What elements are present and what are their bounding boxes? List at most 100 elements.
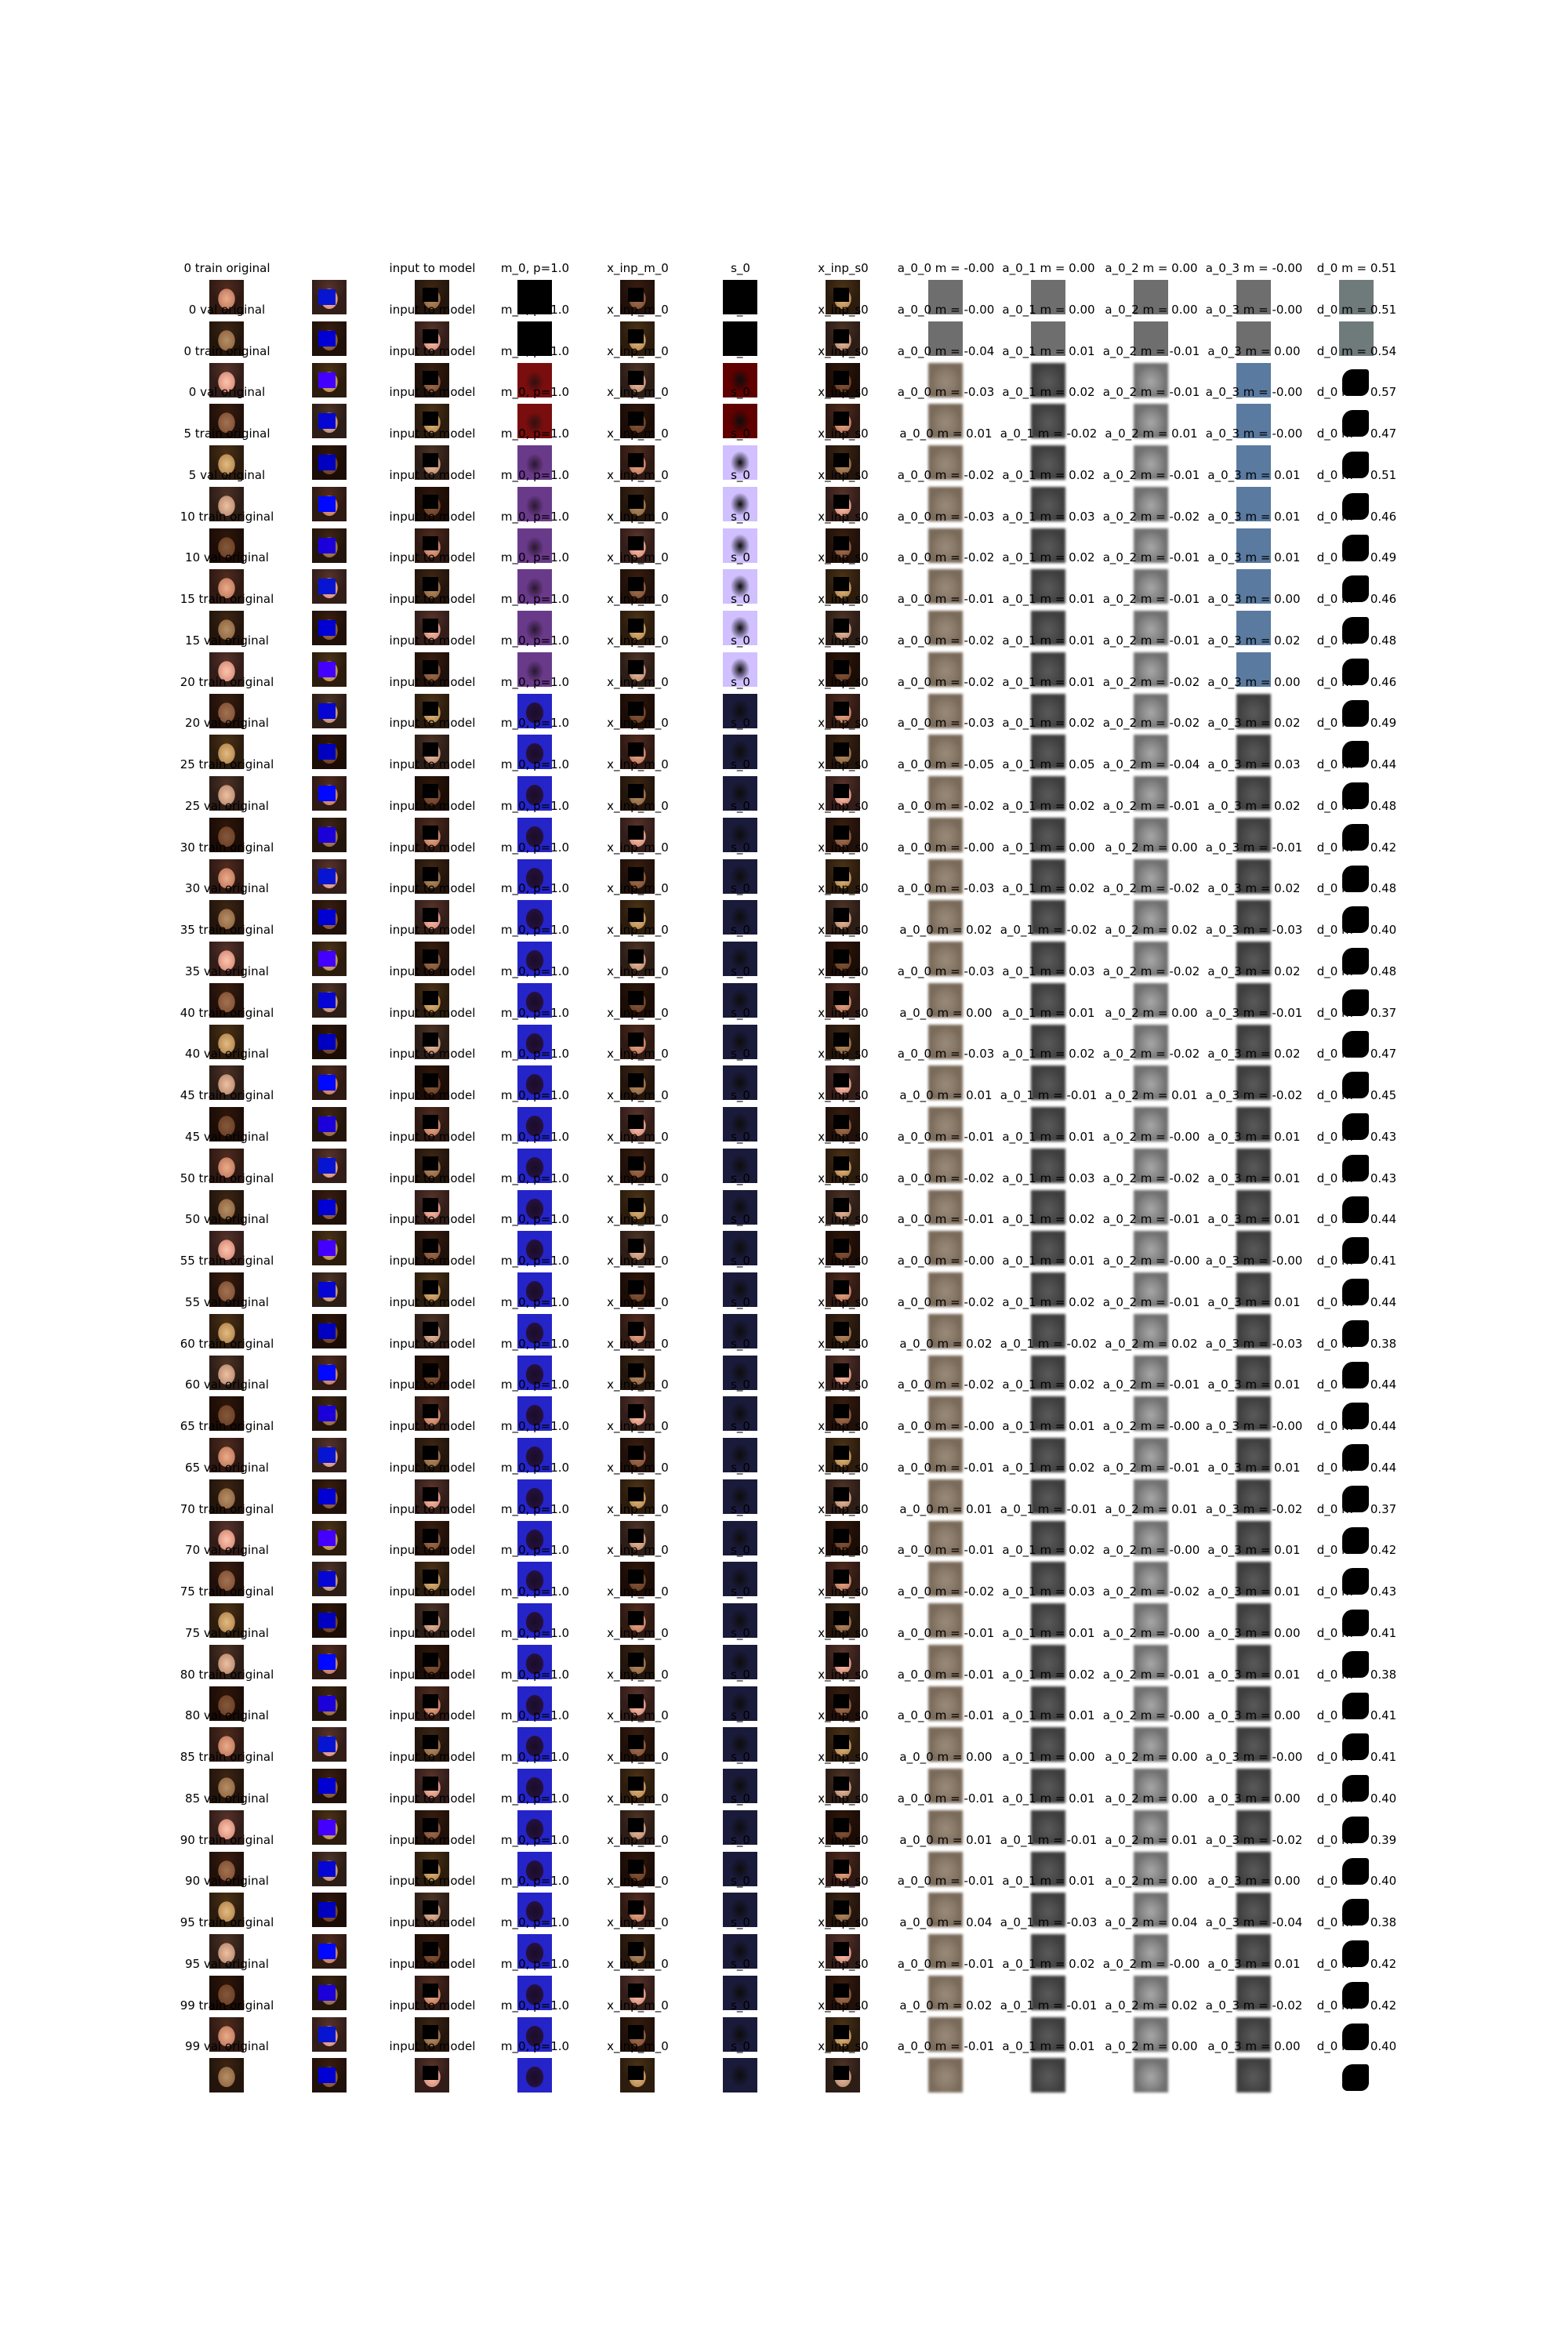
d-0-label: d_0 m = 0.54 xyxy=(1316,343,1397,358)
a-0-3-thumbnail xyxy=(1236,817,1271,852)
a-0-3-label: a_0_3 m = 0.00 xyxy=(1207,343,1301,358)
grid-cell-a-0-3: a_0_3 m = 0.01 xyxy=(1203,1668,1305,1721)
grid-cell-original: 75 train original xyxy=(176,1585,278,1638)
d-0-thumbnail xyxy=(1339,611,1374,645)
grid-cell-masked xyxy=(278,1047,381,1101)
grid-cell-masked xyxy=(278,800,381,852)
x-inp-m-0-thumbnail xyxy=(620,1769,655,1803)
x-inp-m-0-thumbnail xyxy=(620,1396,655,1432)
x-inp-s0-label: x_inp_s0 xyxy=(818,1501,869,1516)
a-0-2-label: a_0_2 m = -0.02 xyxy=(1102,964,1200,978)
a-0-1-thumbnail xyxy=(1031,445,1065,480)
input-to-model-thumbnail xyxy=(415,1065,449,1101)
grid-cell-a-0-3: a_0_3 m = 0.00 xyxy=(1203,2040,1305,2093)
grid-cell-masked xyxy=(278,676,381,728)
a-0-2-thumbnail xyxy=(1134,2016,1168,2052)
m-0-label: m_0, p=1.0 xyxy=(500,881,570,896)
grid-cell-d-0: d_0 m = 0.44 xyxy=(1305,1212,1408,1266)
input-to-model-label: input to model xyxy=(389,1254,476,1268)
grid-cell-original: 95 val original xyxy=(176,1958,278,2010)
input-to-model-label: input to model xyxy=(389,1791,476,1806)
d-0-label: d_0 m = 0.44 xyxy=(1316,1377,1397,1392)
a-0-1-label: a_0_1 m = 0.03 xyxy=(1002,509,1095,524)
a-0-0-thumbnail xyxy=(928,1438,963,1472)
s-0-thumbnail xyxy=(723,528,757,563)
grid-cell-a-0-0: a_0_0 m = 0.00 xyxy=(895,1007,997,1059)
x-inp-s0-label: x_inp_s0 xyxy=(818,1460,869,1475)
a-0-3-label: a_0_3 m = -0.03 xyxy=(1205,923,1303,937)
grid-cell-original: 99 train original xyxy=(176,1999,278,2052)
original-label: 80 train original xyxy=(180,1667,274,1682)
x-inp-m-0-label: x_inp_m_0 xyxy=(607,1874,669,1889)
grid-cell-s-0: s_0 xyxy=(689,1254,792,1307)
a-0-2-thumbnail xyxy=(1134,362,1168,397)
grid-cell-blank xyxy=(1408,882,1511,924)
m-0-label: m_0, p=1.0 xyxy=(500,1254,570,1268)
grid-cell-a-0-3: a_0_3 m = 0.01 xyxy=(1203,1172,1305,1225)
grid-cell-a-0-2: a_0_2 m = -0.02 xyxy=(1100,676,1203,728)
a-0-3-thumbnail xyxy=(1236,611,1271,645)
grid-cell-original: 45 train original xyxy=(176,1088,278,1142)
a-0-2-thumbnail xyxy=(1134,1809,1168,1845)
a-0-2-thumbnail xyxy=(1134,693,1168,728)
d-0-label: d_0 m = 0.38 xyxy=(1316,1336,1397,1351)
d-0-thumbnail xyxy=(1339,817,1374,852)
s-0-thumbnail xyxy=(723,1769,757,1803)
d-0-label: d_0 m = 0.41 xyxy=(1316,1254,1397,1268)
s-0-thumbnail xyxy=(723,1809,757,1845)
m-0-thumbnail xyxy=(517,528,552,563)
grid-cell-masked xyxy=(278,551,381,604)
x-inp-s0-thumbnail xyxy=(826,486,860,521)
x-inp-m-0-thumbnail xyxy=(620,1024,655,1059)
grid-cell-a-0-1: a_0_1 m = -0.03 xyxy=(997,1916,1100,1969)
m-0-label: m_0, p=1.0 xyxy=(500,1998,570,2013)
d-0-label: d_0 m = 0.40 xyxy=(1316,1791,1397,1806)
a-0-1-thumbnail xyxy=(1031,858,1065,894)
d-0-label: d_0 m = 0.46 xyxy=(1316,509,1397,524)
x-inp-m-0-label: x_inp_m_0 xyxy=(607,716,669,731)
grid-cell-x-inp-m-0: x_inp_m_0 xyxy=(586,303,689,356)
x-inp-m-0-thumbnail xyxy=(620,693,655,728)
grid-cell-blank xyxy=(1408,510,1511,552)
masked-thumbnail xyxy=(312,1644,347,1679)
d-0-label: d_0 m = 0.41 xyxy=(1316,1750,1397,1764)
x-inp-s0-thumbnail xyxy=(826,404,860,439)
input-to-model-thumbnail xyxy=(415,1024,449,1059)
m-0-thumbnail xyxy=(517,321,552,356)
grid-cell-m-0: m_0, p=1.0 xyxy=(484,1254,586,1307)
d-0-label: d_0 m = 0.38 xyxy=(1316,1667,1397,1682)
x-inp-s0-thumbnail xyxy=(826,1809,860,1845)
original-label: 40 val original xyxy=(185,1047,269,1062)
x-inp-s0-thumbnail xyxy=(826,321,860,356)
d-0-label: d_0 m = 0.44 xyxy=(1316,1419,1397,1433)
grid-cell-a-0-1: a_0_1 m = 0.01 xyxy=(997,1007,1100,1059)
grid-cell-masked xyxy=(278,469,381,521)
s-0-thumbnail xyxy=(723,735,757,770)
a-0-3-label: a_0_3 m = -0.00 xyxy=(1205,426,1303,441)
original-label: 45 train original xyxy=(180,1088,274,1102)
d-0-label: d_0 m = 0.57 xyxy=(1316,385,1397,400)
d-0-label: d_0 m = 0.44 xyxy=(1316,1212,1397,1227)
grid-cell-a-0-1: a_0_1 m = 0.00 xyxy=(997,1751,1100,1803)
s-0-thumbnail xyxy=(723,1272,757,1307)
masked-thumbnail xyxy=(312,1313,347,1348)
a-0-3-label: a_0_3 m = 0.01 xyxy=(1207,467,1301,482)
d-0-label: d_0 m = 0.43 xyxy=(1316,1584,1397,1599)
a-0-3-thumbnail xyxy=(1236,1148,1271,1183)
grid-cell-s-0: s_0 xyxy=(689,510,792,563)
x-inp-s0-thumbnail xyxy=(826,1065,860,1101)
a-0-1-thumbnail xyxy=(1031,611,1065,645)
masked-thumbnail xyxy=(312,528,347,563)
a-0-0-label: a_0_0 m = -0.00 xyxy=(897,840,995,855)
grid-cell-d-0: d_0 m = 0.49 xyxy=(1305,551,1408,604)
grid-cell-x-inp-s0: x_inp_s0 xyxy=(792,593,895,645)
m-0-label: m_0, p=1.0 xyxy=(500,1294,570,1309)
a-0-2-thumbnail xyxy=(1134,321,1168,356)
a-0-2-thumbnail xyxy=(1134,1355,1168,1390)
a-0-1-thumbnail xyxy=(1031,1438,1065,1472)
a-0-1-thumbnail xyxy=(1031,1809,1065,1845)
s-0-label: s_0 xyxy=(731,716,750,731)
a-0-2-thumbnail xyxy=(1134,942,1168,976)
m-0-thumbnail xyxy=(517,1851,552,1886)
a-0-1-label: a_0_1 m = 0.02 xyxy=(1002,1212,1095,1227)
